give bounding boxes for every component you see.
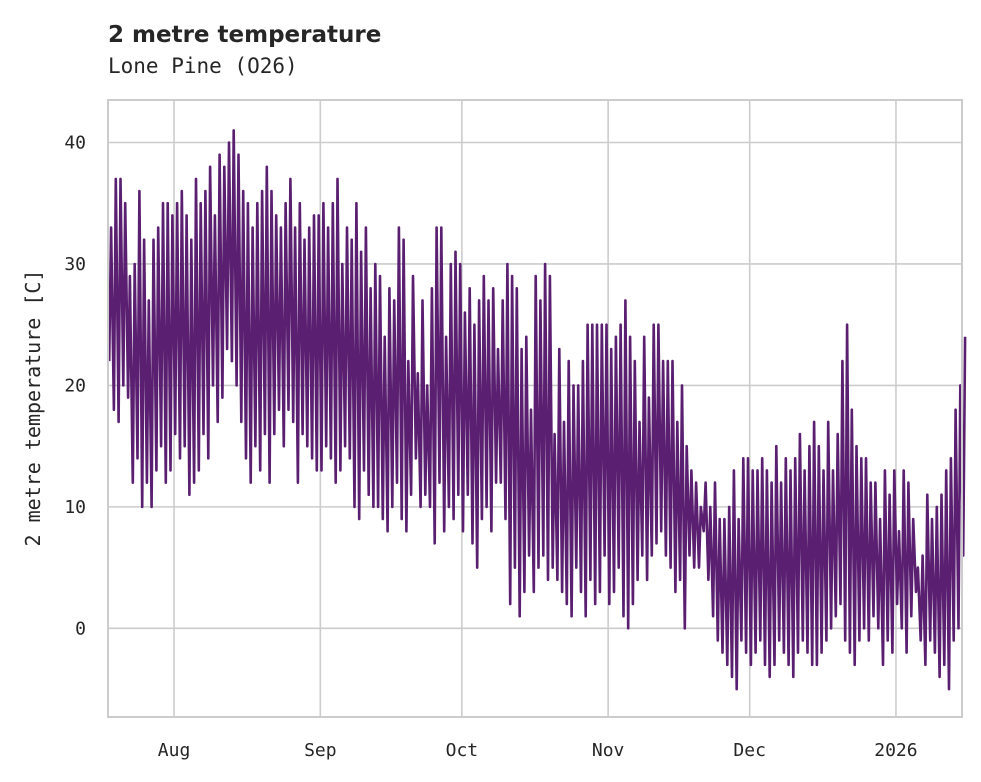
x-tick-label: Oct bbox=[446, 740, 479, 761]
chart-subtitle: Lone Pine (O26) bbox=[108, 54, 298, 78]
x-tick-label: Dec bbox=[733, 740, 766, 761]
temperature-line bbox=[107, 129, 967, 691]
plot-frame bbox=[107, 99, 963, 718]
x-tick-label: Sep bbox=[304, 740, 337, 761]
chart-title: 2 metre temperature bbox=[108, 22, 381, 48]
y-tick-label: 30 bbox=[64, 254, 86, 275]
x-tick-label: Nov bbox=[592, 740, 625, 761]
y-tick-label: 0 bbox=[75, 618, 86, 639]
y-axis-label: 2 metre temperature [C] bbox=[21, 270, 45, 547]
y-tick-label: 10 bbox=[64, 497, 86, 518]
tick-labels: 0 10 20 30 40 Aug Sep Oct Nov Dec 2026 bbox=[64, 133, 917, 761]
x-tick-label: 2026 bbox=[874, 740, 917, 761]
y-tick-label: 20 bbox=[64, 375, 86, 396]
x-tick-label: Aug bbox=[158, 740, 191, 761]
y-tick-label: 40 bbox=[64, 133, 86, 154]
